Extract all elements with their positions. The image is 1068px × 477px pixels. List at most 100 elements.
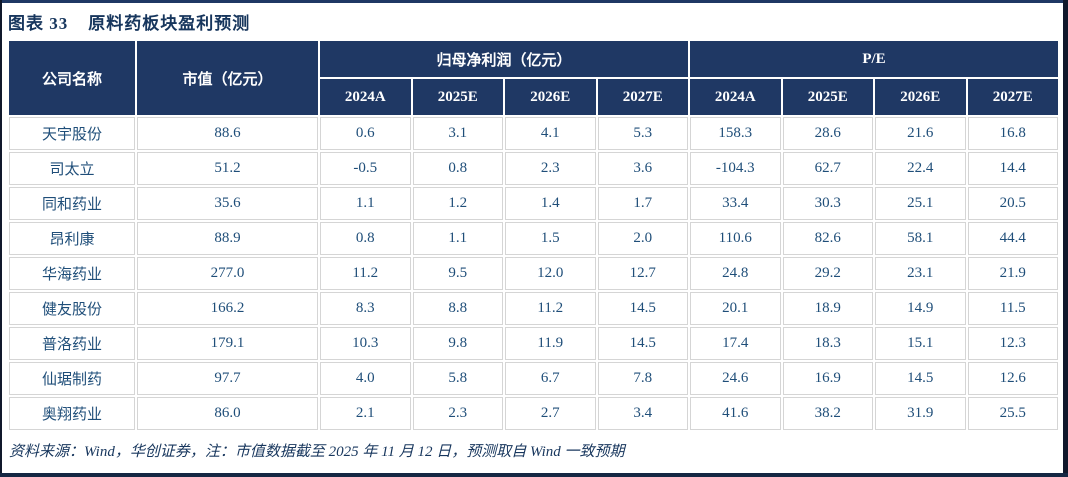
header-profit-group: 归母净利润（亿元）: [320, 41, 688, 77]
pe-2026e-cell: 25.1: [875, 187, 966, 220]
market-cap-cell: 86.0: [137, 397, 318, 430]
market-cap-cell: 88.9: [137, 222, 318, 255]
profit-2025e-cell: 9.5: [412, 257, 503, 290]
market-cap-cell: 88.6: [137, 117, 318, 150]
table-row: 同和药业 35.6 1.1 1.2 1.4 1.7 33.4 30.3 25.1…: [9, 187, 1058, 220]
pe-2027e-cell: 16.8: [967, 117, 1058, 150]
table-row: 天宇股份 88.6 0.6 3.1 4.1 5.3 158.3 28.6 21.…: [9, 117, 1058, 150]
pe-2025e-cell: 16.9: [782, 362, 873, 395]
pe-2027e-cell: 12.3: [967, 327, 1058, 360]
header-year-row: 2024A 2025E 2026E 2027E 2024A 2025E 2026…: [9, 79, 1058, 115]
profit-2026e-cell: 12.0: [505, 257, 596, 290]
pe-2024a-cell: 24.6: [690, 362, 781, 395]
profit-2026e-cell: 4.1: [505, 117, 596, 150]
company-cell: 奥翔药业: [9, 397, 135, 430]
profit-2024a-cell: 8.3: [320, 292, 411, 325]
profit-2025e-cell: 1.2: [412, 187, 503, 220]
pe-2025e-cell: 29.2: [782, 257, 873, 290]
pe-2024a-cell: 17.4: [690, 327, 781, 360]
pe-2027e-cell: 44.4: [967, 222, 1058, 255]
pe-2027e-cell: 14.4: [967, 152, 1058, 185]
profit-2027e-cell: 14.5: [597, 292, 688, 325]
pe-2025e-cell: 28.6: [782, 117, 873, 150]
market-cap-cell: 51.2: [137, 152, 318, 185]
profit-2027e-cell: 5.3: [597, 117, 688, 150]
profit-2024a-cell: 0.6: [320, 117, 411, 150]
profit-2025e-cell: 9.8: [412, 327, 503, 360]
pe-2027e-cell: 25.5: [967, 397, 1058, 430]
pe-2025e-cell: 62.7: [782, 152, 873, 185]
pe-2026e-cell: 21.6: [875, 117, 966, 150]
company-cell: 普洛药业: [9, 327, 135, 360]
table-row: 仙琚制药 97.7 4.0 5.8 6.7 7.8 24.6 16.9 14.5…: [9, 362, 1058, 395]
pe-2025e-cell: 82.6: [782, 222, 873, 255]
header-company: 公司名称: [9, 41, 135, 115]
page-right-edge: [1063, 0, 1068, 477]
profit-2025e-cell: 0.8: [412, 152, 503, 185]
profit-2025e-cell: 1.1: [412, 222, 503, 255]
profit-2026e-cell: 1.4: [505, 187, 596, 220]
pe-2025e-cell: 18.3: [782, 327, 873, 360]
pe-2026e-cell: 22.4: [875, 152, 966, 185]
pe-2027e-cell: 12.6: [967, 362, 1058, 395]
pe-2024a-cell: 33.4: [690, 187, 781, 220]
company-cell: 仙琚制药: [9, 362, 135, 395]
header-year-profit-2027e: 2027E: [597, 79, 688, 115]
pe-2024a-cell: 110.6: [690, 222, 781, 255]
table-row: 司太立 51.2 -0.5 0.8 2.3 3.6 -104.3 62.7 22…: [9, 152, 1058, 185]
profit-2027e-cell: 3.6: [597, 152, 688, 185]
pe-2026e-cell: 23.1: [875, 257, 966, 290]
pe-2024a-cell: -104.3: [690, 152, 781, 185]
profit-2026e-cell: 6.7: [505, 362, 596, 395]
company-cell: 华海药业: [9, 257, 135, 290]
profit-2024a-cell: 10.3: [320, 327, 411, 360]
company-cell: 同和药业: [9, 187, 135, 220]
profit-2026e-cell: 11.2: [505, 292, 596, 325]
table-row: 健友股份 166.2 8.3 8.8 11.2 14.5 20.1 18.9 1…: [9, 292, 1058, 325]
profit-2026e-cell: 1.5: [505, 222, 596, 255]
table-body: 天宇股份 88.6 0.6 3.1 4.1 5.3 158.3 28.6 21.…: [9, 117, 1058, 430]
profit-2026e-cell: 11.9: [505, 327, 596, 360]
profit-2027e-cell: 14.5: [597, 327, 688, 360]
company-cell: 司太立: [9, 152, 135, 185]
market-cap-cell: 277.0: [137, 257, 318, 290]
pe-2026e-cell: 31.9: [875, 397, 966, 430]
profit-2027e-cell: 1.7: [597, 187, 688, 220]
figure-bottom-rule: [0, 473, 1068, 477]
company-cell: 健友股份: [9, 292, 135, 325]
header-pe-group: P/E: [690, 41, 1058, 77]
header-year-profit-2024a: 2024A: [320, 79, 411, 115]
table-row: 奥翔药业 86.0 2.1 2.3 2.7 3.4 41.6 38.2 31.9…: [9, 397, 1058, 430]
table-row: 华海药业 277.0 11.2 9.5 12.0 12.7 24.8 29.2 …: [9, 257, 1058, 290]
pe-2027e-cell: 20.5: [967, 187, 1058, 220]
market-cap-cell: 166.2: [137, 292, 318, 325]
profit-2024a-cell: 4.0: [320, 362, 411, 395]
pe-2027e-cell: 11.5: [967, 292, 1058, 325]
pe-2026e-cell: 14.5: [875, 362, 966, 395]
header-year-pe-2024a: 2024A: [690, 79, 781, 115]
header-year-pe-2025e: 2025E: [782, 79, 873, 115]
company-cell: 天宇股份: [9, 117, 135, 150]
header-year-pe-2027e: 2027E: [967, 79, 1058, 115]
profit-2026e-cell: 2.3: [505, 152, 596, 185]
pe-2025e-cell: 30.3: [782, 187, 873, 220]
figure-label: 图表 33: [8, 14, 69, 33]
header-year-profit-2026e: 2026E: [505, 79, 596, 115]
source-note: 资料来源：Wind，华创证券，注：市值数据截至 2025 年 11 月 12 日…: [9, 444, 625, 460]
profit-2024a-cell: 11.2: [320, 257, 411, 290]
pe-2026e-cell: 15.1: [875, 327, 966, 360]
figure-title: 图表 33 原料药板块盈利预测: [8, 9, 250, 34]
page-left-edge: [0, 0, 2, 477]
market-cap-cell: 179.1: [137, 327, 318, 360]
pe-2025e-cell: 38.2: [782, 397, 873, 430]
profit-2025e-cell: 2.3: [412, 397, 503, 430]
header-market-cap: 市值（亿元）: [137, 41, 318, 115]
market-cap-cell: 97.7: [137, 362, 318, 395]
profit-2027e-cell: 12.7: [597, 257, 688, 290]
company-cell: 昂利康: [9, 222, 135, 255]
table-row: 普洛药业 179.1 10.3 9.8 11.9 14.5 17.4 18.3 …: [9, 327, 1058, 360]
header-group-row: 公司名称 市值（亿元） 归母净利润（亿元） P/E: [9, 41, 1058, 115]
profit-2024a-cell: 2.1: [320, 397, 411, 430]
pe-2024a-cell: 158.3: [690, 117, 781, 150]
pe-2024a-cell: 20.1: [690, 292, 781, 325]
